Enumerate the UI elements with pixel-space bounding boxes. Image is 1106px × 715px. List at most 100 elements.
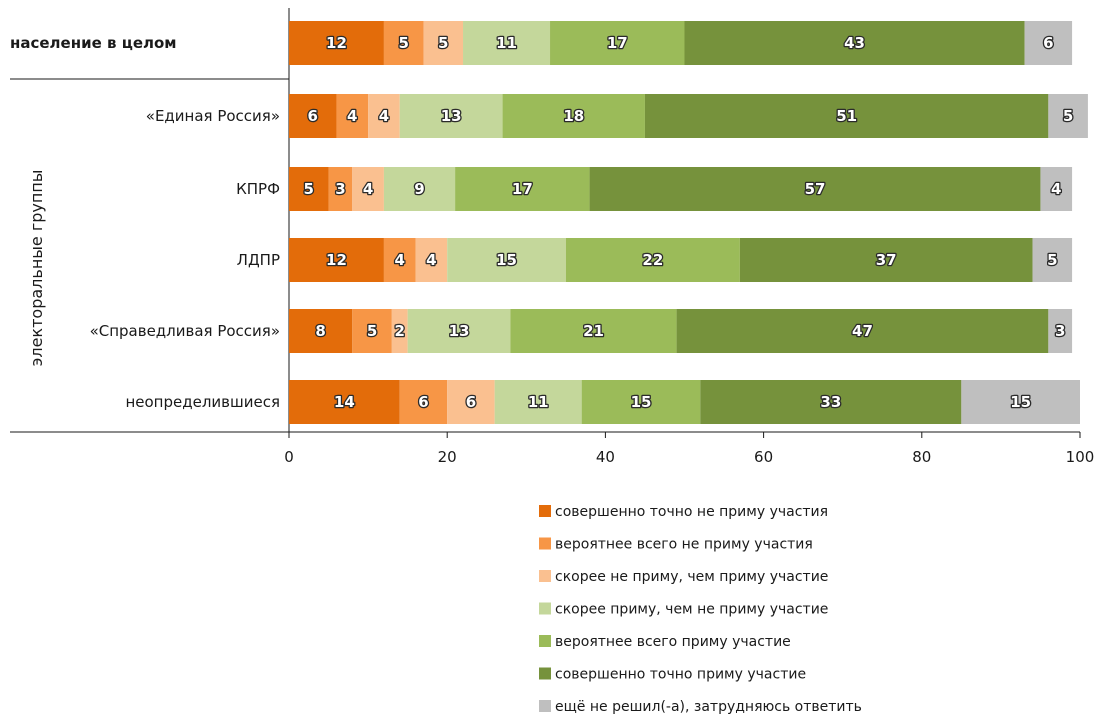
category-label: население в целом — [10, 34, 177, 52]
category-label: «Справедливая Россия» — [90, 322, 280, 340]
data-label: 5 — [1047, 251, 1057, 269]
bar-segment — [1032, 238, 1073, 282]
x-tick-label: 0 — [284, 448, 294, 466]
data-label: 17 — [512, 180, 533, 198]
bar-segment — [494, 380, 582, 424]
bar-segment — [352, 167, 384, 211]
data-label: 15 — [496, 251, 517, 269]
bar-segment — [415, 238, 448, 282]
bar-segment — [391, 309, 408, 353]
x-tick-label: 40 — [596, 448, 615, 466]
data-label: 15 — [631, 393, 652, 411]
bar-segment — [589, 167, 1041, 211]
bar-segment — [289, 380, 400, 424]
legend-label: ещё не решил(-а), затрудняюсь ответить — [555, 699, 862, 715]
category-labels: население в целом «Единая Россия» КПРФ ЛДПР… — [10, 34, 280, 411]
bar-segment — [565, 238, 740, 282]
legend-label: вероятнее всего приму участие — [555, 634, 791, 650]
category-label: неопределившиеся — [125, 393, 280, 411]
data-label: 17 — [607, 34, 628, 52]
data-label: 3 — [335, 180, 345, 198]
data-label: 6 — [308, 107, 318, 125]
data-label: 4 — [347, 107, 357, 125]
data-labels-layer: 12 5 5 11 17 43 66 4 4 13 18 51 55 3 4 9 17 57 412 4 4 15 22 37… — [302, 33, 1074, 413]
data-label: 21 — [583, 322, 604, 340]
legend-label: совершенно точно приму участие — [555, 667, 806, 683]
data-label: 15 — [1010, 393, 1031, 411]
bar-segment — [368, 94, 400, 138]
data-label: 2 — [395, 322, 405, 340]
bar-segment — [383, 238, 416, 282]
data-label: 6 — [466, 393, 476, 411]
category-separators — [10, 8, 290, 432]
data-label: 4 — [1051, 180, 1061, 198]
data-label: 5 — [367, 322, 377, 340]
bar-segment — [289, 94, 337, 138]
data-label: 5 — [438, 34, 448, 52]
legend: совершенно точно не приму участия вероятн… — [539, 504, 862, 715]
data-label: 8 — [315, 322, 325, 340]
legend-swatch — [539, 700, 551, 712]
bar-segment — [423, 21, 464, 65]
bar-segment — [550, 21, 685, 65]
data-label: 13 — [449, 322, 470, 340]
data-label: 6 — [1043, 34, 1053, 52]
legend-swatch — [539, 667, 551, 680]
bar-segment — [676, 309, 1049, 353]
bar-segment — [700, 380, 962, 424]
group-axis-label: электоральные группы — [27, 170, 46, 367]
bar-segment — [383, 21, 424, 65]
bar-segment — [581, 380, 701, 424]
bar-segment — [407, 309, 511, 353]
category-label: «Единая Россия» — [146, 107, 280, 125]
legend-swatch — [539, 635, 551, 647]
bar-segment — [289, 238, 384, 282]
bar-segment — [447, 238, 566, 282]
data-label: 12 — [326, 251, 347, 269]
legend-swatch — [539, 570, 551, 582]
data-label: 43 — [844, 34, 865, 52]
data-label: 57 — [805, 180, 826, 198]
bar-segment — [289, 21, 384, 65]
bar-segment — [328, 167, 353, 211]
legend-swatch — [539, 505, 551, 517]
bars-layer — [289, 21, 1088, 424]
bar-segment — [961, 380, 1080, 424]
legend-swatch — [539, 537, 551, 550]
data-label: 9 — [414, 180, 424, 198]
bar-segment — [289, 167, 329, 211]
x-tick-label: 60 — [754, 448, 773, 466]
bar-segment — [1040, 167, 1073, 211]
legend-label: вероятнее всего не приму участия — [555, 537, 813, 553]
data-label: 5 — [398, 34, 408, 52]
data-label: 33 — [820, 393, 841, 411]
data-label: 37 — [876, 251, 897, 269]
data-label: 22 — [642, 251, 663, 269]
data-label: 14 — [334, 393, 355, 411]
bar-segment — [336, 94, 369, 138]
data-label: 11 — [528, 393, 549, 411]
data-label: 11 — [496, 34, 517, 52]
data-label: 4 — [395, 251, 405, 269]
bar-segment — [399, 380, 448, 424]
bar-segment — [455, 167, 590, 211]
data-label: 4 — [426, 251, 436, 269]
x-tick-label: 80 — [912, 448, 931, 466]
legend-label: скорее приму, чем не приму участие — [555, 602, 828, 618]
x-tick-label: 100 — [1066, 448, 1095, 466]
data-label: 5 — [1063, 107, 1073, 125]
legend-label: скорее не приму, чем приму участие — [555, 569, 828, 585]
bar-segment — [510, 309, 677, 353]
bar-segment — [502, 94, 645, 138]
bar-segment — [463, 21, 551, 65]
data-label: 47 — [852, 322, 873, 340]
x-axis: 0 20 40 60 80 100 — [10, 431, 1095, 466]
bar-segment — [739, 238, 1033, 282]
data-label: 6 — [418, 393, 428, 411]
bar-segment — [352, 309, 392, 353]
legend-label: совершенно точно не приму участия — [555, 504, 828, 520]
legend-swatch — [539, 602, 551, 615]
bar-segment — [289, 309, 353, 353]
data-label: 51 — [836, 107, 857, 125]
